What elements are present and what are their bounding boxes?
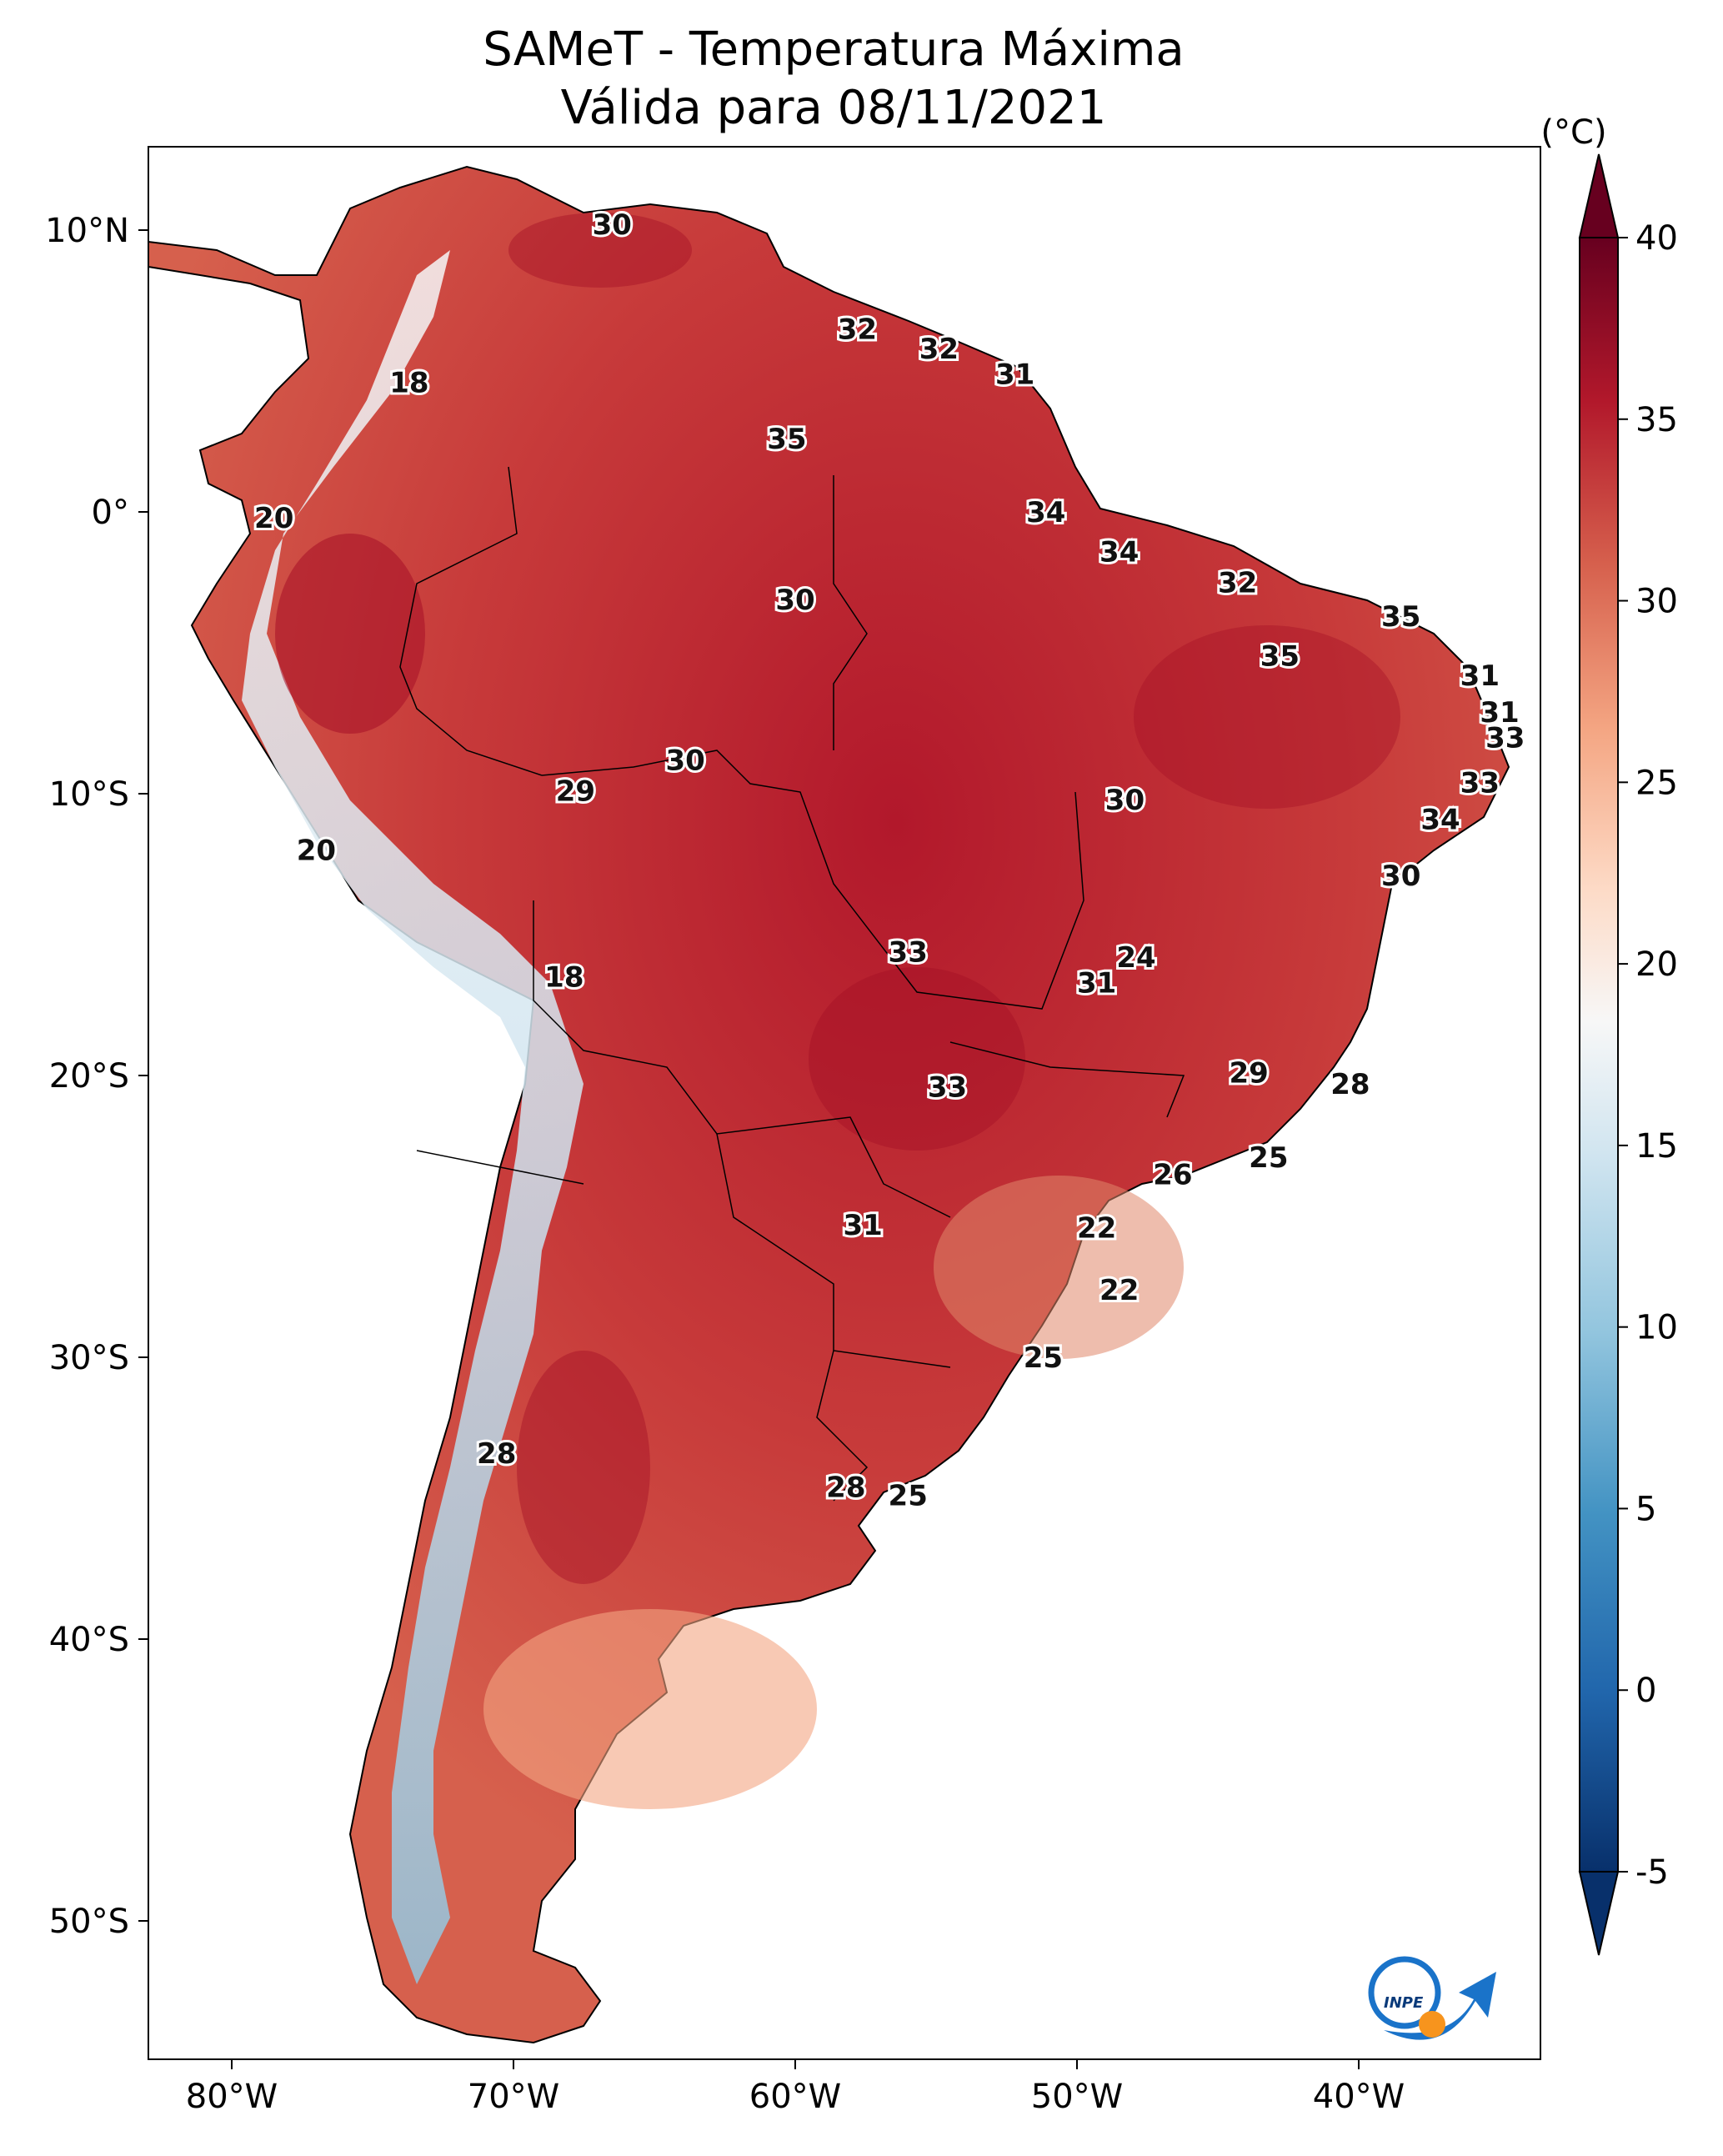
colorbar: (°C) -5 0 5 10 15 20 25 30 35 40 <box>1540 113 1678 1956</box>
station-value-label: 28 <box>477 1437 516 1471</box>
map-subtitle: Válida para 08/11/2021 <box>561 81 1107 135</box>
station-value-label: 34 <box>1420 803 1460 836</box>
longitude-ticks: 80°W 70°W 60°W 50°W 40°W <box>186 2059 1405 2116</box>
station-value-label: 30 <box>775 584 814 617</box>
station-value-label: 35 <box>767 423 806 456</box>
mild-southeast-region <box>934 1176 1184 1359</box>
map-title: SAMeT - Temperatura Máxima <box>483 23 1185 77</box>
lat-tick-label: 20°S <box>49 1057 129 1096</box>
colorbar-tick-label: -5 <box>1635 1853 1669 1892</box>
colorbar-tick-label: 5 <box>1635 1490 1656 1528</box>
station-value-label: 28 <box>826 1471 865 1504</box>
station-value-label: 33 <box>1460 766 1500 800</box>
lat-tick-label: 30°S <box>49 1339 129 1377</box>
colorbar-gradient <box>1580 238 1618 1872</box>
country-borders <box>399 466 1185 1502</box>
station-value-label: 31 <box>1077 966 1116 1000</box>
colorbar-extend-top <box>1578 153 1620 238</box>
colorbar-unit-label: (°C) <box>1540 113 1606 152</box>
colorbar-tick-label: 25 <box>1635 764 1678 802</box>
station-value-label: 30 <box>666 744 705 777</box>
colorbar-tick-label: 30 <box>1635 583 1678 621</box>
mild-south-region <box>483 1609 817 1809</box>
lon-tick-label: 80°W <box>186 2078 278 2116</box>
hot-spot-venezuela <box>508 213 692 288</box>
lat-tick-label: 50°S <box>49 1903 129 1941</box>
station-value-label: 20 <box>254 502 293 535</box>
inpe-arrow-icon <box>1384 1972 1496 2040</box>
station-value-label: 22 <box>1077 1212 1116 1246</box>
station-value-label: 28 <box>1330 1068 1370 1101</box>
colorbar-tick-label: 15 <box>1635 1127 1678 1166</box>
inpe-logo-icon <box>1368 1956 1441 2029</box>
station-value-label: 26 <box>1153 1158 1192 1191</box>
hot-spot-northeast <box>1134 625 1400 809</box>
station-value-label: 30 <box>1381 860 1420 893</box>
station-value-label: 20 <box>297 835 336 868</box>
inpe-logo-text: INPE <box>1384 1994 1424 2012</box>
station-value-label: 32 <box>919 333 959 366</box>
station-value-label: 30 <box>1105 784 1144 817</box>
station-value-label: 25 <box>1249 1141 1288 1175</box>
lon-tick-label: 70°W <box>468 2078 559 2116</box>
station-value-label: 33 <box>1485 721 1525 755</box>
hot-spot-chaco <box>517 1351 650 1584</box>
colorbar-tick-labels: -5 0 5 10 15 20 25 30 35 40 <box>1618 219 1678 1892</box>
colorbar-extend-bottom <box>1578 1871 1620 1956</box>
inpe-logo: INPE <box>1368 1956 1496 2040</box>
station-value-label: 31 <box>843 1209 882 1242</box>
station-value-label: 32 <box>1218 567 1257 600</box>
inpe-sun-icon <box>1419 2011 1445 2038</box>
station-value-label: 33 <box>928 1071 967 1105</box>
lat-tick-label: 10°S <box>49 775 129 814</box>
station-value-label: 33 <box>889 935 928 969</box>
station-value-label: 31 <box>1480 696 1519 730</box>
latitude-ticks: 10°N 0° 10°S 20°S 30°S 40°S 50°S <box>45 212 148 1941</box>
station-value-label: 18 <box>544 961 584 995</box>
colorbar-tick-label: 40 <box>1635 219 1678 258</box>
lat-tick-label: 0° <box>92 494 129 532</box>
station-value-label: 24 <box>1116 941 1155 975</box>
colorbar-tick-label: 0 <box>1635 1672 1656 1710</box>
station-value-label: 31 <box>995 358 1034 391</box>
station-value-label: 25 <box>889 1480 928 1513</box>
station-value-label: 22 <box>1099 1274 1139 1307</box>
station-value-label: 25 <box>1024 1341 1063 1375</box>
station-value-label: 35 <box>1260 639 1300 673</box>
continent-layer <box>148 165 1510 2044</box>
lat-tick-label: 10°N <box>45 212 129 250</box>
lon-tick-label: 60°W <box>749 2078 841 2116</box>
colorbar-tick-label: 35 <box>1635 401 1678 439</box>
station-value-label: 18 <box>389 367 428 400</box>
hot-spot-amazon <box>275 534 425 734</box>
colorbar-tick-label: 10 <box>1635 1309 1678 1347</box>
station-value-label: 31 <box>1460 659 1500 693</box>
station-value-label: 29 <box>1230 1057 1269 1091</box>
lon-tick-label: 50°W <box>1031 2078 1123 2116</box>
station-value-label: 34 <box>1099 535 1139 569</box>
lon-tick-label: 40°W <box>1313 2078 1405 2116</box>
station-value-label: 32 <box>838 313 877 346</box>
station-value-label: 34 <box>1026 496 1065 529</box>
colorbar-tick-label: 20 <box>1635 945 1678 984</box>
station-value-label: 30 <box>593 208 632 242</box>
station-value-label: 35 <box>1381 600 1420 634</box>
hot-spot-pantanal <box>809 967 1025 1151</box>
lat-tick-label: 40°S <box>49 1621 129 1659</box>
station-value-label: 29 <box>556 775 595 809</box>
